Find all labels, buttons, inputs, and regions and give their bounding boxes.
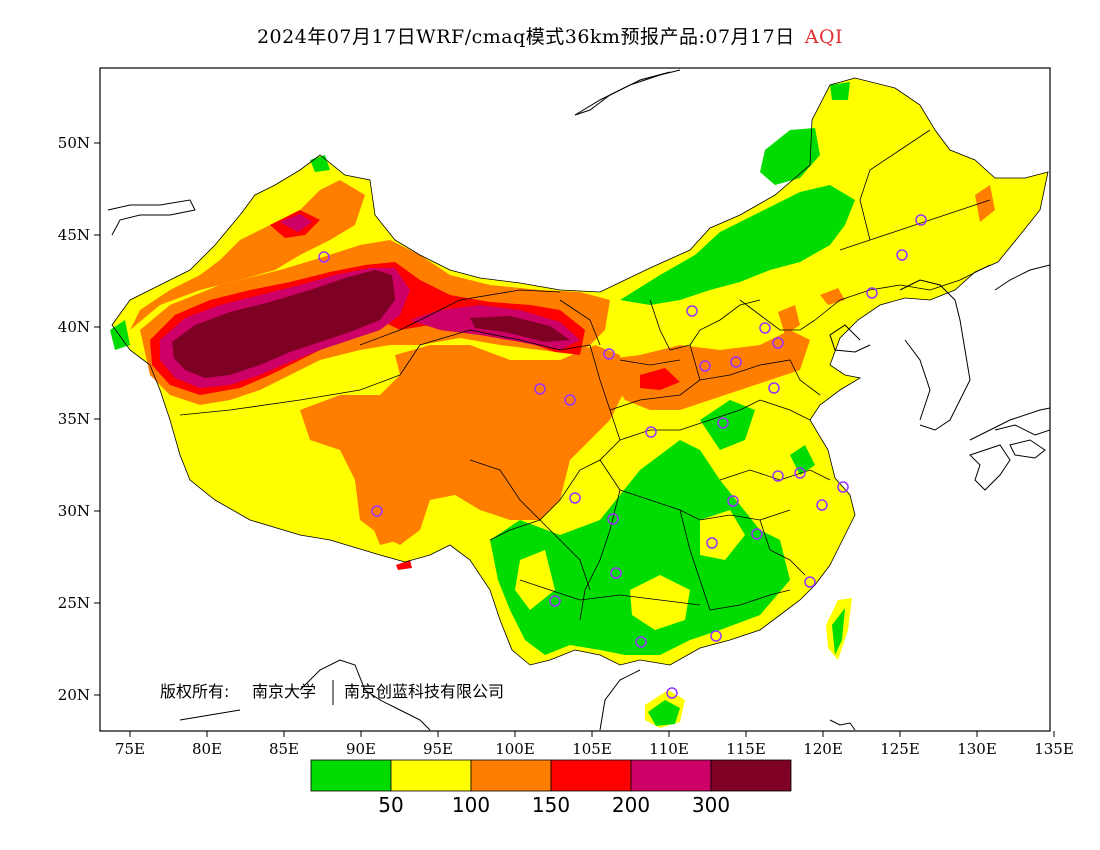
x-tick-label: 115E <box>726 740 766 758</box>
x-tick-label: 75E <box>115 740 145 758</box>
province-borders <box>111 77 1049 666</box>
city-marker-jinan <box>768 382 780 394</box>
y-tick-label: 20N <box>58 686 90 704</box>
colorbar-swatch <box>390 759 472 792</box>
inner-mongolia-green <box>620 185 855 305</box>
title-main: 2024年07月17日WRF/cmaq模式36km预报产品:07月17日 <box>256 26 795 48</box>
colorbar-label: 200 <box>612 793 650 817</box>
city-marker-beijing <box>759 322 771 334</box>
y-tick-label: 30N <box>58 502 90 520</box>
colorbar-swatch <box>470 759 552 792</box>
colorbar: 50 100 150 200 300 <box>310 759 792 817</box>
x-axis: 75E 80E 85E 90E 95E 100E 105E 110E 115E 120E 125E 1… <box>115 731 1074 758</box>
city-marker-shanghai <box>837 481 849 493</box>
hainan-green <box>648 700 680 726</box>
city-marker-tianjin <box>772 337 784 349</box>
x-tick-label: 120E <box>803 740 843 758</box>
plot-frame <box>99 67 1051 732</box>
city-marker-kunming <box>549 595 561 607</box>
colorbar-swatch <box>630 759 712 792</box>
y-tick-label: 35N <box>58 410 90 428</box>
city-marker-lanzhou <box>564 394 576 406</box>
city-marker-taiyuan <box>699 360 711 372</box>
north-magenta-spot <box>280 214 312 232</box>
y-tick-label: 50N <box>58 134 90 152</box>
city-marker-changchun <box>896 249 908 261</box>
northeast-green-1 <box>760 128 820 185</box>
east-orange-patch <box>778 305 800 335</box>
tibet-orange-patch <box>365 470 410 545</box>
colorbar-swatch <box>310 759 392 792</box>
external-coastlines <box>107 69 1050 731</box>
south-yellow-gap-3 <box>515 550 555 610</box>
qaidam-hazardous <box>470 316 570 342</box>
city-marker-changsha <box>706 537 718 549</box>
copyright-org1: 南京大学 <box>252 682 316 701</box>
city-marker-urumqi <box>318 251 330 263</box>
colorbar-label: 50 <box>378 793 403 817</box>
city-marker-huhehaote <box>686 305 698 317</box>
x-tick-label: 85E <box>269 740 299 758</box>
south-china-green <box>490 440 790 655</box>
colorbar-label: 100 <box>452 793 490 817</box>
x-tick-label: 95E <box>423 740 453 758</box>
east-green-patch <box>790 445 815 475</box>
colorbar-swatch <box>550 759 632 792</box>
loess-red-patch <box>640 368 680 390</box>
colorbar-swatch <box>710 759 792 792</box>
x-tick-label: 105E <box>572 740 612 758</box>
city-marker-guiyang <box>610 567 622 579</box>
colorbar-label: 150 <box>532 793 570 817</box>
y-tick-label: 25N <box>58 594 90 612</box>
city-marker-nanchang <box>751 528 763 540</box>
city-marker-nanning <box>635 636 647 648</box>
northeast-green-2 <box>830 82 850 100</box>
city-marker-zhengzhou <box>717 417 729 429</box>
city-markers <box>318 214 927 699</box>
city-marker-xining <box>534 383 546 395</box>
x-tick-label: 80E <box>192 740 222 758</box>
city-marker-guangzhou <box>710 630 722 642</box>
copyright-prefix: 版权所有: <box>160 682 229 701</box>
colorbar-label: 300 <box>692 793 730 817</box>
y-tick-label: 45N <box>58 226 90 244</box>
city-marker-fuzhou <box>804 576 816 588</box>
map-plot-area <box>107 69 1050 731</box>
tarim-hazardous <box>172 270 395 378</box>
city-marker-lhasa <box>371 505 383 517</box>
copyright: 版权所有: 南京大学 南京创蓝科技有限公司 <box>160 680 504 705</box>
map-title: 2024年07月17日WRF/cmaq模式36km预报产品:07月17日 AQI <box>0 22 1100 49</box>
city-marker-shenyang <box>866 287 878 299</box>
copyright-org2: 南京创蓝科技有限公司 <box>344 682 504 701</box>
northeast-orange-patch <box>975 185 995 222</box>
x-tick-label: 110E <box>649 740 689 758</box>
taiwan-green <box>832 608 845 655</box>
city-marker-chengdu <box>569 492 581 504</box>
city-marker-nanjing <box>794 467 806 479</box>
city-marker-hefei <box>772 470 784 482</box>
city-marker-xian <box>645 426 657 438</box>
loess-orange <box>600 330 810 410</box>
city-marker-hangzhou <box>816 499 828 511</box>
x-tick-label: 130E <box>957 740 997 758</box>
city-marker-chongqing <box>607 513 619 525</box>
city-marker-haikou <box>666 687 678 699</box>
x-tick-label: 135E <box>1034 740 1074 758</box>
x-tick-label: 100E <box>495 740 535 758</box>
city-marker-wuhan <box>727 495 739 507</box>
city-marker-harbin <box>915 214 927 226</box>
x-tick-label: 125E <box>880 740 920 758</box>
tibet-red-spot <box>396 560 412 570</box>
y-axis: 50N 45N 40N 35N 30N 25N 20N <box>58 134 100 704</box>
x-tick-label: 90E <box>346 740 376 758</box>
y-tick-label: 40N <box>58 318 90 336</box>
south-yellow-gap-1 <box>630 575 690 630</box>
city-marker-shijiazhuang <box>730 356 742 368</box>
title-variable: AQI <box>804 26 844 48</box>
city-marker-yinchuan <box>603 348 615 360</box>
